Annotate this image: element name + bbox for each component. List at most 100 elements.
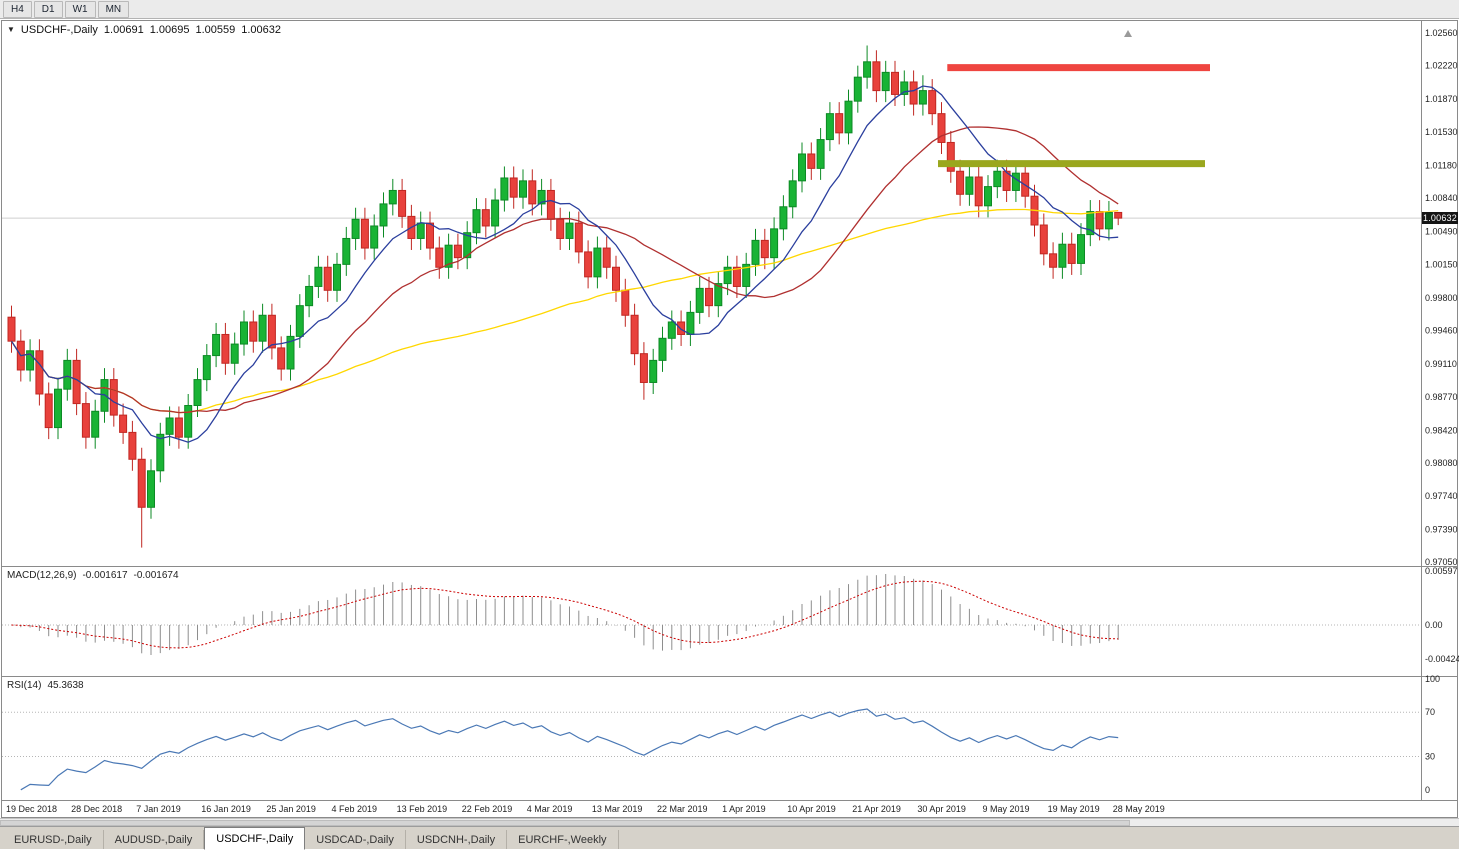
candle <box>816 128 825 180</box>
candle <box>835 102 844 145</box>
scrollbar-thumb[interactable] <box>0 820 1130 826</box>
candle <box>54 377 62 440</box>
candle <box>398 178 407 228</box>
rsi-line <box>20 708 1119 791</box>
timeframe-button-H4[interactable]: H4 <box>3 0 32 18</box>
date-tick-label: 19 May 2019 <box>1048 804 1100 814</box>
date-tick-label: 1 Apr 2019 <box>722 804 766 814</box>
candle <box>528 169 537 216</box>
date-tick-label: 28 Dec 2018 <box>71 804 122 814</box>
price-tick-label: 0.97740 <box>1425 491 1458 501</box>
chart-frame <box>1 20 1458 818</box>
ma-fast-line <box>10 85 1119 443</box>
macd-tick-label: -0.00424 <box>1425 654 1459 664</box>
price-tick-label: 0.99800 <box>1425 293 1458 303</box>
candle <box>267 303 276 360</box>
price-tick-label: 0.99460 <box>1425 326 1458 336</box>
candle <box>779 195 788 241</box>
candle <box>742 252 751 298</box>
price-tick-label: 0.98420 <box>1425 425 1458 435</box>
candle <box>695 276 704 324</box>
price-tick-label: 1.02560 <box>1425 28 1458 38</box>
candle <box>1086 200 1095 247</box>
candle <box>658 326 667 372</box>
macd-histogram <box>20 574 1119 655</box>
candle <box>1067 232 1076 275</box>
date-tick-label: 13 Feb 2019 <box>397 804 448 814</box>
candle <box>370 214 379 260</box>
candle <box>937 102 946 154</box>
macd-label: MACD(12,26,9) -0.001617 -0.001674 <box>7 570 179 581</box>
candle <box>909 70 918 116</box>
candle <box>974 165 983 218</box>
candle <box>853 65 862 113</box>
candle <box>946 130 955 183</box>
chart-shift-marker-icon[interactable] <box>1124 30 1132 37</box>
chart-tab-eurchf-weekly[interactable]: EURCHF-,Weekly <box>507 830 619 849</box>
candle <box>807 142 816 180</box>
candle <box>751 228 760 276</box>
price-tick-label: 1.02220 <box>1425 61 1458 71</box>
candle <box>677 310 686 346</box>
timeframe-button-W1[interactable]: W1 <box>64 0 96 18</box>
candle <box>388 178 397 216</box>
candle <box>574 211 583 264</box>
candle <box>258 303 267 353</box>
candle <box>509 166 518 209</box>
date-tick-label: 4 Mar 2019 <box>527 804 573 814</box>
date-tick-label: 21 Apr 2019 <box>852 804 901 814</box>
date-tick-label: 28 May 2019 <box>1113 804 1165 814</box>
chart-tabbar: EURUSD-,Daily AUDUSD-,Daily USDCHF-,Daily U… <box>0 826 1459 850</box>
candle <box>323 255 332 302</box>
price-tick-label: 0.99110 <box>1425 359 1457 369</box>
candle <box>109 368 118 427</box>
chart-tab-usdcnh-daily[interactable]: USDCNH-,Daily <box>406 830 508 849</box>
current-price-badge: 1.00632 <box>1422 212 1458 225</box>
candle <box>770 217 779 270</box>
horizontal-scrollbar[interactable] <box>0 818 1459 826</box>
candle <box>202 344 211 392</box>
symbol-label: USDCHF-,Daily <box>20 24 98 36</box>
candle <box>798 142 806 193</box>
timeframe-button-MN[interactable]: MN <box>97 0 130 18</box>
candle <box>732 255 741 298</box>
candlestick-series <box>7 45 1123 548</box>
candle <box>221 322 230 375</box>
candle <box>360 207 369 260</box>
candle <box>612 255 620 302</box>
candle <box>537 178 546 216</box>
candle <box>286 324 295 381</box>
timeframe-button-D1[interactable]: D1 <box>33 0 63 18</box>
macd-signal-line <box>11 580 1119 649</box>
candle <box>844 89 853 145</box>
chart-tab-eurusd-daily[interactable]: EURUSD-,Daily <box>3 830 104 849</box>
candle <box>825 102 834 152</box>
candle <box>630 303 639 366</box>
candle <box>872 50 881 103</box>
candle <box>156 422 165 483</box>
chart-tab-usdcad-daily[interactable]: USDCAD-,Daily <box>305 830 406 849</box>
candle <box>639 342 648 400</box>
candle <box>1077 223 1085 275</box>
chart-dropdown-icon[interactable]: ▼ <box>7 25 15 34</box>
candle <box>1104 201 1113 241</box>
candle <box>918 75 927 116</box>
date-tick-label: 25 Jan 2019 <box>266 804 316 814</box>
price-tick-label: 0.97050 <box>1425 557 1458 567</box>
ohlc-low: 1.00559 <box>195 24 236 36</box>
candle <box>965 165 974 206</box>
candle <box>63 348 72 401</box>
candle <box>26 339 35 382</box>
price-tick-label: 1.00150 <box>1425 259 1458 269</box>
candle <box>900 70 909 106</box>
candle <box>137 447 146 548</box>
ma-mid-line <box>10 126 1119 414</box>
chart-tab-audusd-daily[interactable]: AUDUSD-,Daily <box>104 830 205 849</box>
price-tick-label: 1.00490 <box>1425 227 1458 237</box>
rsi-axis: 100 70 30 0 <box>1425 674 1440 795</box>
chart-tab-usdchf-daily[interactable]: USDCHF-,Daily <box>204 827 306 850</box>
candle <box>305 274 314 318</box>
candle <box>44 382 53 440</box>
candle <box>230 332 239 375</box>
